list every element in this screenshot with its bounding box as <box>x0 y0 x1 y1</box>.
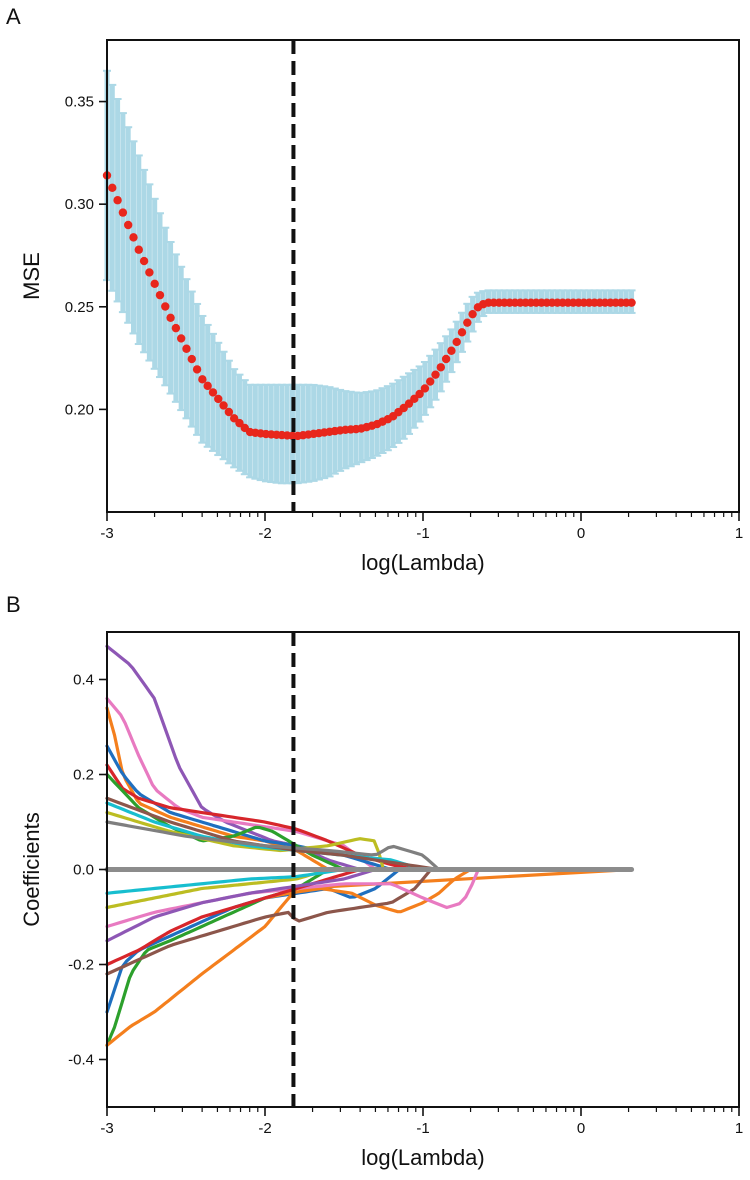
a-mse-point <box>208 388 218 397</box>
a-mse-point <box>420 384 430 393</box>
b-coef-path-yellow-green <box>105 810 634 872</box>
a-mse-point <box>123 220 133 230</box>
a-mse-point <box>627 298 636 307</box>
a-mse-point <box>187 354 196 364</box>
a-x-tick-label: -2 <box>258 525 271 542</box>
b-y-tick-label: 0.4 <box>73 672 94 689</box>
panel-a-letter: A <box>6 4 21 29</box>
a-y-tick-label: 0.30 <box>65 196 94 213</box>
a-x-axis-ticks: -3 -2 -1 0 1 <box>100 512 743 542</box>
b-y-axis-ticks: -0.4 -0.2 0.0 0.2 0.4 <box>68 672 107 1069</box>
b-coef-path-brown-neg <box>105 867 634 976</box>
a-mse-point <box>161 302 170 311</box>
a-y-tick-label: 0.35 <box>65 94 94 111</box>
a-x-tick-label: 0 <box>577 525 585 542</box>
a-mse-point <box>182 344 191 353</box>
b-coef-path-orange-dip <box>263 867 634 914</box>
a-mse-point <box>463 318 472 327</box>
b-x-tick-label: -3 <box>100 1120 113 1137</box>
a-mse-point <box>118 208 128 217</box>
b-x-tick-label: 1 <box>735 1120 743 1137</box>
a-mse-point <box>108 183 117 193</box>
b-x-tick-label: -2 <box>258 1120 271 1137</box>
b-y-axis-label: Coefficients <box>19 812 44 927</box>
a-y-axis-label: MSE <box>19 252 44 300</box>
panel-b-letter: B <box>6 592 21 617</box>
b-coef-path-pink-neg <box>105 867 634 929</box>
panel-b-coefficient-plot: B -3 -2 -1 0 1 -0.4 -0.2 0.0 0.2 0.4 log(Lambda)… <box>6 592 743 1170</box>
a-mse-point <box>113 196 122 205</box>
a-mse-point <box>426 377 435 386</box>
a-mse-point <box>192 365 202 374</box>
a-mse-point <box>129 233 138 242</box>
a-mse-point <box>447 346 456 355</box>
b-coef-path-orange <box>105 706 634 872</box>
b-coef-path-pink <box>105 696 634 872</box>
b-coefficient-paths <box>104 644 635 1047</box>
b-y-tick-label: 0.2 <box>73 767 94 784</box>
b-coef-path-purple-neg <box>105 867 634 943</box>
a-y-axis-ticks: 0.20 0.25 0.30 0.35 <box>65 94 107 418</box>
a-mse-point <box>150 279 159 288</box>
b-coef-path-olive-neg <box>105 867 634 910</box>
a-mse-point <box>198 375 207 384</box>
b-coef-path-teal-neg <box>105 867 634 895</box>
a-confidence-band <box>103 69 636 485</box>
a-mse-point <box>176 334 186 343</box>
a-mse-point <box>457 328 467 337</box>
a-mse-point <box>134 245 143 254</box>
a-y-tick-label: 0.20 <box>65 401 94 418</box>
panel-a-mse-plot: A -3 -2 -1 0 1 0.200.250.300.35 log(Lambda) … <box>6 4 743 575</box>
b-y-tick-label: -0.4 <box>68 1052 94 1069</box>
b-x-axis-ticks: -3 -2 -1 0 1 <box>100 1107 743 1137</box>
a-x-axis-label: log(Lambda) <box>361 550 485 575</box>
a-y-tick-label: 0.25 <box>65 299 94 316</box>
a-mse-point <box>139 256 149 266</box>
b-x-axis-label: log(Lambda) <box>361 1145 485 1170</box>
a-mse-point <box>441 354 451 364</box>
b-coef-path-green-neg <box>105 867 634 1047</box>
a-x-tick-label: -3 <box>100 525 113 542</box>
b-x-tick-label: -1 <box>416 1120 429 1137</box>
a-mse-point <box>468 309 477 319</box>
a-mse-point <box>171 323 181 333</box>
a-mse-point <box>145 268 154 277</box>
a-mse-point <box>436 363 446 372</box>
a-x-tick-label: 1 <box>735 525 743 542</box>
a-mse-point <box>214 394 223 404</box>
b-coef-path-purple <box>105 644 634 872</box>
b-y-tick-label: -0.2 <box>68 957 94 974</box>
a-mse-point <box>166 313 175 322</box>
a-mse-point <box>452 337 461 347</box>
b-coef-path-gray-pos <box>105 820 634 872</box>
a-mse-points <box>102 171 636 441</box>
a-mse-point <box>203 381 212 391</box>
a-mse-point <box>224 407 234 417</box>
a-mse-point <box>155 290 165 300</box>
b-y-tick-label: 0.0 <box>73 862 94 879</box>
a-x-tick-label: -1 <box>416 525 429 542</box>
b-coef-path-blue <box>105 744 634 872</box>
a-mse-point <box>415 389 424 399</box>
b-x-tick-label: 0 <box>577 1120 585 1137</box>
a-mse-point <box>219 401 228 410</box>
b-coef-path-orange-neg <box>105 867 634 1047</box>
a-mse-point <box>431 370 440 379</box>
